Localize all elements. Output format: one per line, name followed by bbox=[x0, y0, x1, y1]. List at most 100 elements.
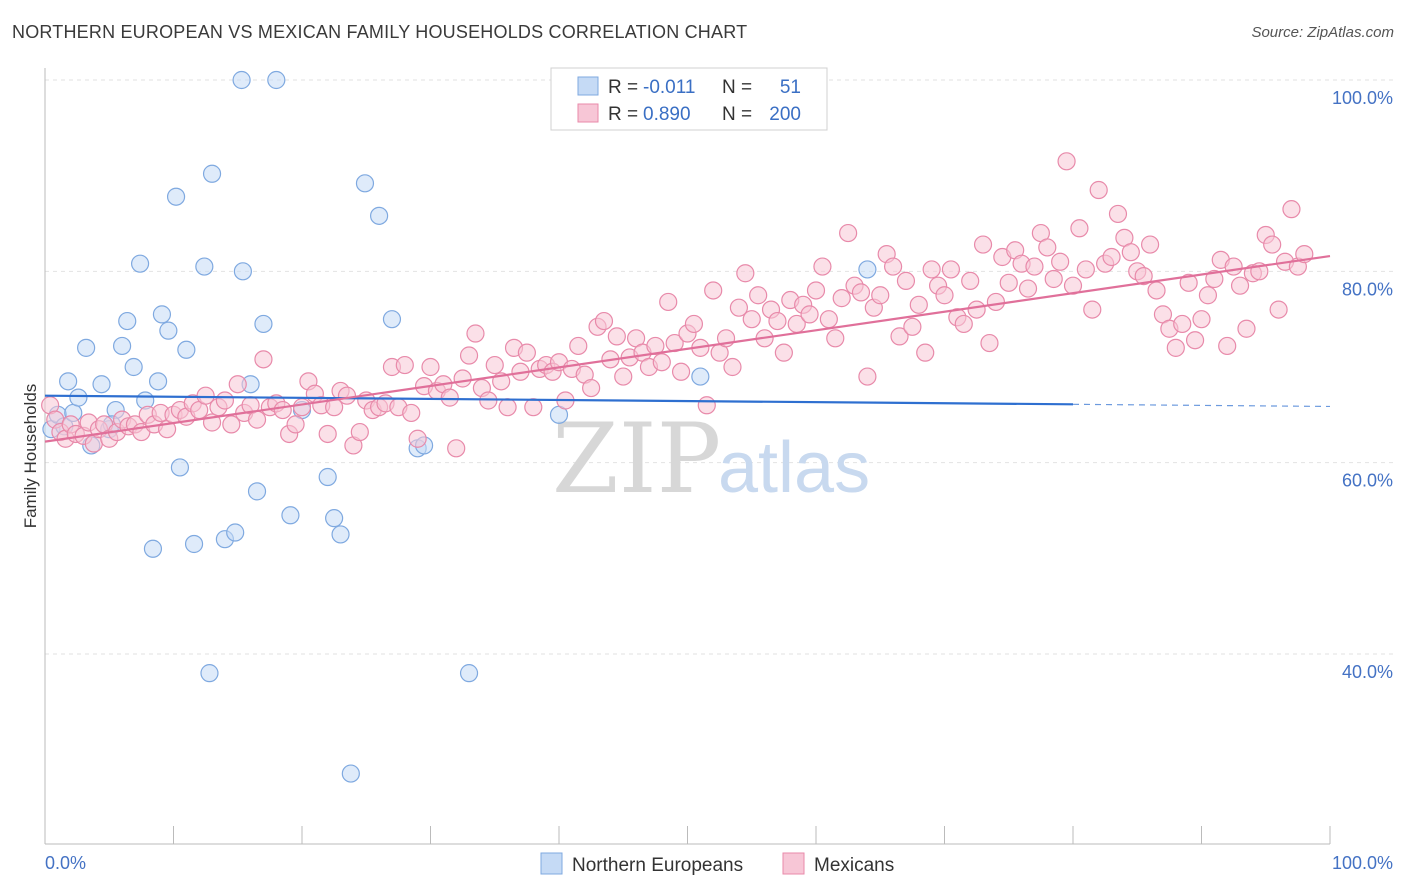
data-point bbox=[59, 372, 78, 391]
data-point bbox=[858, 260, 877, 279]
data-point bbox=[1179, 273, 1198, 292]
legend-n-label-2: N = bbox=[722, 104, 752, 125]
legend-r-value-2: 0.890 bbox=[643, 104, 691, 125]
data-point bbox=[832, 289, 851, 308]
data-point bbox=[858, 367, 877, 386]
legend-r-value-1: -0.011 bbox=[643, 77, 695, 98]
data-point bbox=[118, 311, 137, 331]
data-point bbox=[273, 400, 292, 420]
data-point bbox=[652, 353, 671, 372]
data-point bbox=[485, 355, 504, 375]
data-point bbox=[355, 174, 375, 193]
data-point bbox=[124, 357, 143, 377]
data-point bbox=[768, 311, 787, 331]
data-point bbox=[453, 369, 472, 388]
data-point bbox=[1102, 247, 1121, 267]
data-point bbox=[459, 664, 479, 683]
data-point bbox=[247, 410, 267, 429]
data-point bbox=[331, 525, 350, 544]
data-point bbox=[1173, 314, 1192, 334]
data-point bbox=[594, 311, 614, 331]
data-point bbox=[1282, 200, 1301, 219]
data-point bbox=[684, 314, 704, 334]
y-tick-label-1: 80.0% bbox=[1342, 279, 1393, 299]
data-point bbox=[77, 338, 96, 357]
data-point bbox=[607, 327, 626, 346]
data-point bbox=[1198, 286, 1218, 305]
legend-n-label-1: N = bbox=[722, 77, 752, 98]
data-point bbox=[177, 340, 196, 359]
watermark-atlas: atlas bbox=[718, 428, 870, 508]
data-point bbox=[524, 398, 543, 417]
data-point bbox=[498, 398, 517, 417]
legend-swatch-mexicans bbox=[577, 103, 599, 123]
data-point bbox=[292, 398, 312, 417]
data-point bbox=[569, 336, 588, 356]
data-point bbox=[281, 506, 300, 525]
data-point bbox=[130, 254, 150, 273]
data-point bbox=[697, 396, 716, 415]
data-point bbox=[254, 314, 273, 334]
legend-r-label-1: R = bbox=[608, 77, 638, 98]
data-point bbox=[1185, 331, 1205, 350]
data-point bbox=[986, 292, 1006, 312]
data-point bbox=[152, 305, 172, 324]
data-point bbox=[1192, 310, 1211, 329]
data-point bbox=[922, 260, 941, 279]
x-tick-label-0: 0.0% bbox=[45, 853, 86, 873]
data-point bbox=[1269, 300, 1288, 319]
data-point bbox=[402, 403, 421, 423]
correlation-legend: R = -0.011 N = 51 R = 0.890 N = 200 bbox=[550, 67, 828, 131]
data-point bbox=[382, 310, 402, 329]
data-point bbox=[1147, 281, 1166, 300]
data-point bbox=[254, 350, 273, 369]
data-point bbox=[736, 264, 755, 283]
data-point bbox=[350, 422, 369, 442]
data-point bbox=[941, 260, 961, 279]
data-point bbox=[903, 317, 922, 336]
data-point bbox=[1018, 279, 1038, 298]
data-point bbox=[148, 372, 168, 391]
data-point bbox=[954, 314, 973, 334]
series-points-1 bbox=[41, 152, 1314, 458]
data-point bbox=[1218, 336, 1237, 356]
data-point bbox=[909, 295, 928, 314]
series-legend: Northern Europeans Mexicans bbox=[540, 852, 894, 876]
data-point bbox=[159, 321, 178, 340]
data-point bbox=[1205, 269, 1224, 289]
data-point bbox=[1070, 219, 1089, 238]
series-label-northern: Northern Europeans bbox=[572, 855, 743, 876]
data-point bbox=[935, 286, 954, 305]
data-point bbox=[749, 286, 768, 305]
legend-r-label-2: R = bbox=[608, 104, 638, 125]
x-tick-label-1: 100.0% bbox=[1332, 853, 1393, 873]
data-point bbox=[196, 386, 215, 405]
data-point bbox=[890, 327, 909, 346]
data-point bbox=[614, 367, 633, 386]
data-point bbox=[184, 534, 204, 554]
data-point bbox=[1025, 257, 1044, 276]
data-point bbox=[582, 378, 601, 398]
y-axis-label: Family Households bbox=[21, 384, 40, 529]
data-point bbox=[1121, 243, 1140, 262]
chart-title: NORTHERN EUROPEAN VS MEXICAN FAMILY HOUS… bbox=[12, 22, 748, 42]
data-point bbox=[1134, 267, 1153, 286]
data-point bbox=[839, 223, 858, 243]
series-label-mexicans: Mexicans bbox=[814, 855, 894, 876]
data-point bbox=[447, 439, 466, 458]
data-point bbox=[742, 310, 761, 329]
data-point bbox=[421, 357, 440, 377]
legend-n-value-2: 200 bbox=[769, 104, 801, 125]
y-tick-label-2: 60.0% bbox=[1342, 471, 1393, 491]
data-point bbox=[691, 367, 710, 386]
watermark: ZIP atlas bbox=[552, 403, 870, 515]
data-point bbox=[1038, 238, 1057, 257]
data-point bbox=[806, 281, 826, 300]
data-point bbox=[337, 386, 357, 405]
data-point bbox=[800, 305, 819, 324]
data-point bbox=[112, 336, 132, 356]
data-point bbox=[961, 271, 980, 290]
data-point bbox=[967, 300, 986, 319]
data-point bbox=[826, 329, 845, 348]
